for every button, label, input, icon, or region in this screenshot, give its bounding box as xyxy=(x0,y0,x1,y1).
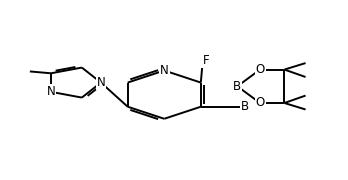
Text: O: O xyxy=(255,96,265,109)
Text: O: O xyxy=(255,63,265,76)
Text: F: F xyxy=(203,54,209,67)
Text: B: B xyxy=(233,80,242,93)
Text: N: N xyxy=(96,76,105,89)
Text: B: B xyxy=(240,100,249,113)
Text: N: N xyxy=(47,85,55,98)
Text: N: N xyxy=(160,64,169,77)
